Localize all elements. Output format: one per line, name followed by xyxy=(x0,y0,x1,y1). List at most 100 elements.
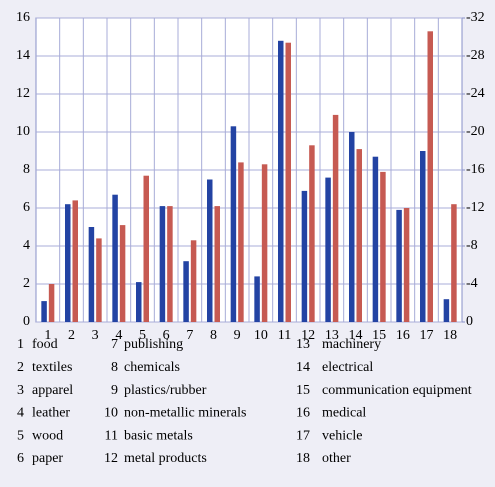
x-tick-label: 7 xyxy=(186,328,193,343)
y-tick-label: 0 xyxy=(23,314,30,329)
x-tick-label: 4 xyxy=(115,328,122,343)
y2-tick-label: -20 xyxy=(466,124,485,139)
key-number: 5 xyxy=(17,428,24,443)
bar xyxy=(403,208,410,322)
key-number: 9 xyxy=(111,383,118,398)
x-tick-label: 10 xyxy=(254,328,268,343)
key-number: 10 xyxy=(104,406,118,421)
x-tick-label: 12 xyxy=(301,328,315,343)
bar xyxy=(119,225,126,322)
bar xyxy=(261,164,268,322)
y2-tick-label: -4 xyxy=(466,276,478,291)
x-tick-label: 1 xyxy=(44,328,51,343)
bar xyxy=(48,284,55,322)
bar xyxy=(136,282,142,322)
bar xyxy=(285,42,291,322)
key-label: food xyxy=(32,337,58,352)
key-number: 6 xyxy=(17,451,24,466)
bar xyxy=(443,299,450,322)
y2-tick-label: 0 xyxy=(466,314,473,329)
bar xyxy=(207,179,213,322)
y-tick-label: 8 xyxy=(23,162,30,177)
x-tick-label: 16 xyxy=(396,328,410,343)
key-number: 7 xyxy=(111,337,118,352)
bar xyxy=(167,206,173,322)
y-tick-label: 2 xyxy=(23,276,30,291)
key-label: medical xyxy=(322,406,366,421)
key-number: 12 xyxy=(104,451,118,466)
bar xyxy=(372,156,379,322)
x-tick-label: 11 xyxy=(278,328,291,343)
key-label: publishing xyxy=(124,337,183,352)
key-label: vehicle xyxy=(322,428,362,443)
key-label: leather xyxy=(32,406,70,421)
bar xyxy=(332,114,339,323)
bar xyxy=(349,132,355,322)
x-tick-label: 15 xyxy=(372,328,386,343)
bar xyxy=(159,206,166,322)
bar xyxy=(325,177,331,322)
key-number: 17 xyxy=(296,428,310,443)
bar xyxy=(427,31,433,323)
key-label: metal products xyxy=(124,451,207,466)
key-label: plastics/rubber xyxy=(124,383,207,398)
x-tick-label: 14 xyxy=(349,328,363,343)
y-tick-label: 16 xyxy=(16,10,30,25)
key-label: wood xyxy=(32,428,63,443)
bar xyxy=(451,204,457,322)
bar xyxy=(301,190,308,322)
y-tick-label: 14 xyxy=(16,48,30,63)
bar xyxy=(96,238,102,322)
key-number: 1 xyxy=(17,337,24,352)
bar xyxy=(254,276,260,322)
bar xyxy=(41,301,47,322)
y-tick-label: 12 xyxy=(16,86,30,101)
bar xyxy=(65,204,71,322)
key-label: communication equipment xyxy=(322,383,472,398)
key-label: other xyxy=(322,451,351,466)
key-label: non-metallic minerals xyxy=(124,406,246,421)
y-tick-label: 10 xyxy=(16,124,30,139)
bar xyxy=(230,126,237,322)
y2-tick-label: -32 xyxy=(466,10,485,25)
key-label: textiles xyxy=(32,360,72,375)
y2-tick-label: -28 xyxy=(466,48,485,63)
bar xyxy=(420,151,426,322)
bar xyxy=(190,240,197,322)
key-number: 4 xyxy=(17,406,24,421)
key-label: chemicals xyxy=(124,360,180,375)
bar xyxy=(356,149,362,322)
bar xyxy=(214,206,220,322)
bar xyxy=(396,209,402,322)
y-tick-label: 6 xyxy=(23,200,30,215)
x-tick-label: 2 xyxy=(68,328,75,343)
bar xyxy=(238,162,244,322)
key-label: paper xyxy=(32,451,63,466)
bar xyxy=(183,261,189,322)
key-number: 18 xyxy=(296,451,310,466)
bar xyxy=(88,227,95,322)
key-number: 13 xyxy=(296,337,310,352)
y2-tick-label: -24 xyxy=(466,86,485,101)
y2-tick-label: -8 xyxy=(466,238,478,253)
x-tick-label: 5 xyxy=(139,328,146,343)
key-label: apparel xyxy=(32,383,73,398)
bar xyxy=(112,194,118,322)
key-label: basic metals xyxy=(124,428,193,443)
key-number: 3 xyxy=(17,383,24,398)
key-number: 15 xyxy=(296,383,310,398)
key-number: 2 xyxy=(17,360,24,375)
key-number: 14 xyxy=(296,360,310,375)
bar xyxy=(309,145,315,322)
key-number: 11 xyxy=(105,428,118,443)
key-label: machinery xyxy=(322,337,381,352)
x-tick-label: 17 xyxy=(420,328,434,343)
bar xyxy=(143,175,149,322)
y-tick-label: 4 xyxy=(23,238,30,253)
x-tick-label: 13 xyxy=(325,328,339,343)
bar xyxy=(380,171,386,322)
key-label: electrical xyxy=(322,360,373,375)
x-tick-label: 6 xyxy=(163,328,170,343)
x-tick-label: 18 xyxy=(443,328,457,343)
